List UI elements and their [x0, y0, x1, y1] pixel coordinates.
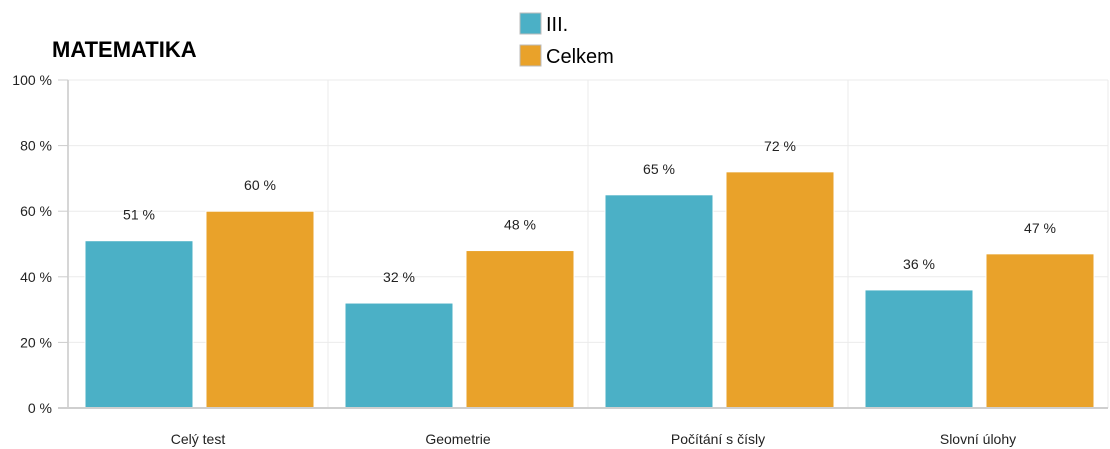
data-label-series-2: 72 %: [764, 138, 796, 154]
legend-label-series-2: Celkem: [546, 46, 614, 68]
data-label-series-1: 65 %: [643, 161, 675, 177]
y-tick-label: 20 %: [20, 334, 52, 350]
x-tick-label: Geometrie: [425, 431, 491, 447]
bars: [84, 171, 1095, 409]
legend: III. Celkem: [519, 12, 614, 68]
bar-series-2[interactable]: [725, 171, 835, 409]
x-tick-label: Počítání s čísly: [671, 431, 765, 447]
bar-series-1[interactable]: [344, 302, 454, 409]
legend-swatch-series-2: [519, 44, 542, 67]
bar-series-1[interactable]: [604, 194, 714, 409]
legend-item-series-2[interactable]: Celkem: [519, 44, 614, 68]
bar-series-2[interactable]: [465, 250, 575, 409]
legend-item-series-1[interactable]: III.: [519, 12, 568, 36]
y-tick-label: 80 %: [20, 138, 52, 154]
legend-label-series-1: III.: [546, 14, 568, 36]
x-tick-label: Celý test: [171, 431, 226, 447]
y-tick-label: 40 %: [20, 269, 52, 285]
data-label-series-2: 60 %: [244, 177, 276, 193]
bar-series-2[interactable]: [985, 253, 1095, 409]
y-tick-label: 100 %: [12, 72, 52, 88]
data-labels: 51 % 60 % 32 % 48 % 65 % 72 % 36 % 47 %: [123, 138, 1056, 285]
data-label-series-1: 32 %: [383, 269, 415, 285]
bar-series-1[interactable]: [84, 240, 194, 409]
y-tick-label: 0 %: [28, 400, 52, 416]
legend-swatch-series-1: [519, 12, 542, 35]
bar-series-2[interactable]: [205, 210, 315, 409]
data-label-series-2: 47 %: [1024, 220, 1056, 236]
data-label-series-2: 48 %: [504, 217, 536, 233]
y-tick-label: 60 %: [20, 203, 52, 219]
bar-series-1[interactable]: [864, 289, 974, 409]
data-label-series-1: 51 %: [123, 207, 155, 223]
data-label-series-1: 36 %: [903, 256, 935, 272]
chart-title: MATEMATIKA: [52, 37, 197, 62]
x-tick-label: Slovní úlohy: [940, 431, 1016, 447]
x-axis-labels: Celý test Geometrie Počítání s čísly Slovní…: [171, 431, 1016, 447]
